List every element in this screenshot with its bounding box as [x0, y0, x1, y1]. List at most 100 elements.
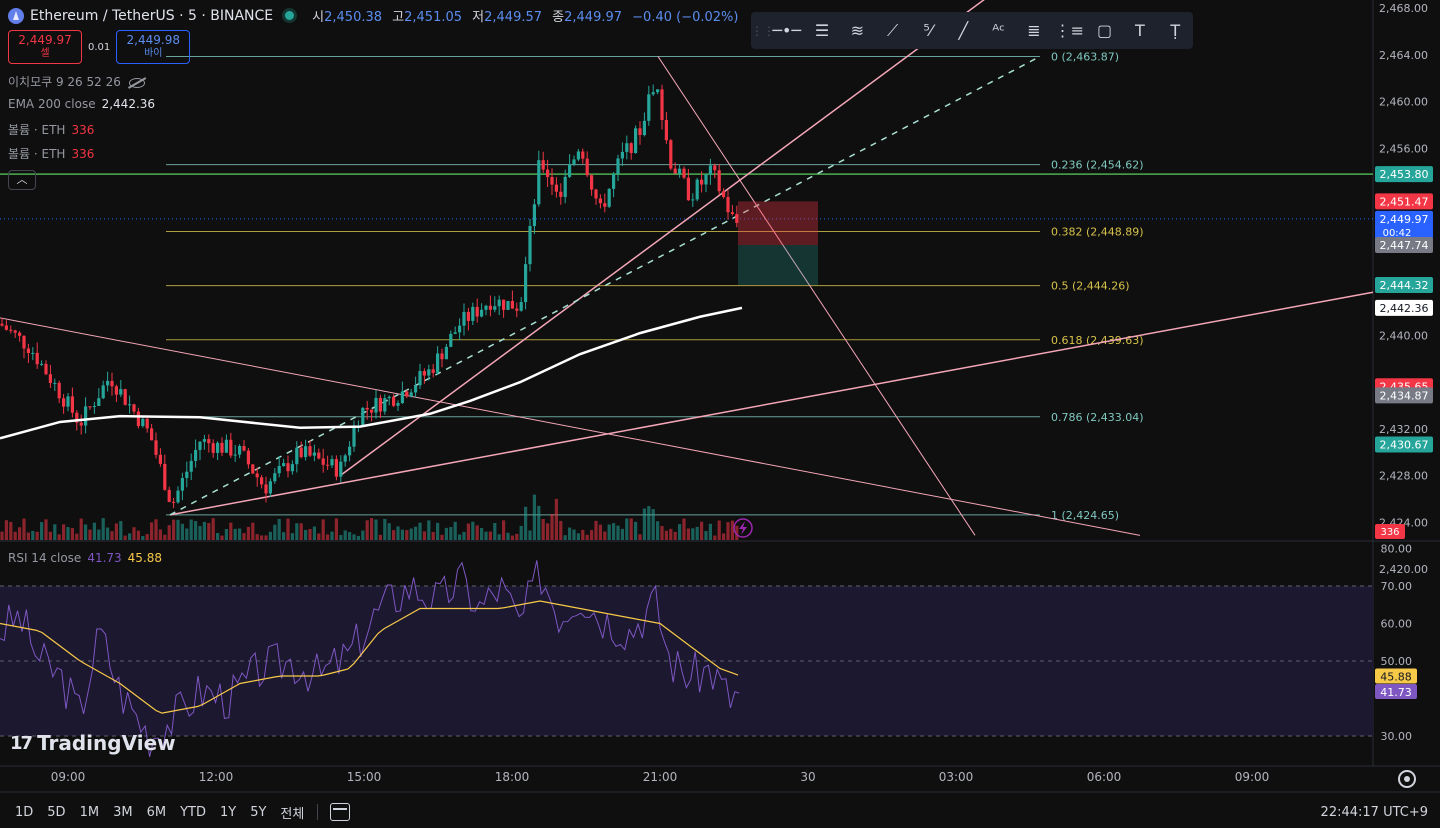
- timeframe-ytd[interactable]: YTD: [180, 804, 206, 820]
- candle-body[interactable]: [572, 159, 576, 165]
- candle-body[interactable]: [484, 305, 488, 310]
- elliott-wave-icon[interactable]: ⁵⁄: [923, 21, 933, 40]
- candle-body[interactable]: [590, 175, 594, 190]
- candle-body[interactable]: [238, 446, 242, 455]
- ema-200-line[interactable]: [0, 306, 743, 440]
- candle-body[interactable]: [695, 179, 699, 200]
- candle-body[interactable]: [466, 311, 470, 321]
- candle-body[interactable]: [387, 396, 391, 399]
- candle-body[interactable]: [299, 447, 303, 458]
- candle-body[interactable]: [88, 406, 92, 408]
- candle-body[interactable]: [497, 299, 501, 307]
- candle-body[interactable]: [97, 398, 101, 407]
- candle-body[interactable]: [312, 452, 316, 456]
- candle-body[interactable]: [370, 409, 374, 413]
- rsi-ma-line[interactable]: [0, 600, 739, 714]
- candle-body[interactable]: [506, 301, 510, 310]
- candle-body[interactable]: [216, 442, 220, 453]
- candle-body[interactable]: [79, 422, 83, 426]
- candle-body[interactable]: [519, 302, 523, 311]
- candle-body[interactable]: [559, 191, 563, 197]
- candle-body[interactable]: [444, 346, 448, 360]
- candle-body[interactable]: [414, 385, 418, 393]
- candle-body[interactable]: [431, 369, 435, 373]
- candle-body[interactable]: [172, 501, 176, 503]
- candle-body[interactable]: [317, 452, 321, 459]
- candle-body[interactable]: [651, 92, 655, 95]
- symbol-title[interactable]: Ethereum / TetherUS · 5 · BINANCE: [30, 7, 274, 24]
- timeframe-all[interactable]: 전체: [280, 806, 305, 822]
- candle-body[interactable]: [440, 353, 444, 360]
- candle-body[interactable]: [150, 428, 154, 441]
- candle-body[interactable]: [396, 403, 400, 406]
- candle-body[interactable]: [123, 389, 127, 405]
- candle-body[interactable]: [194, 449, 198, 461]
- indicator-ichimoku[interactable]: 이치모쿠 9 26 52 26: [8, 73, 145, 90]
- candle-body[interactable]: [35, 352, 39, 365]
- candle-body[interactable]: [326, 464, 330, 466]
- horizontal-ray-icon[interactable]: ─•─: [772, 21, 802, 40]
- candle-body[interactable]: [493, 306, 497, 310]
- candle-body[interactable]: [198, 441, 202, 450]
- clock-display[interactable]: 22:44:17 UTC+9: [1320, 805, 1428, 820]
- candle-body[interactable]: [202, 439, 206, 442]
- candle-body[interactable]: [488, 305, 492, 310]
- candle-body[interactable]: [9, 329, 13, 331]
- candle-body[interactable]: [669, 140, 673, 169]
- candle-body[interactable]: [515, 308, 519, 311]
- candle-body[interactable]: [581, 151, 585, 159]
- candle-body[interactable]: [176, 490, 180, 503]
- fib-retracement-icon[interactable]: ≣: [1027, 21, 1041, 40]
- abcd-pattern-icon[interactable]: ᴬᶜ: [992, 21, 1006, 40]
- sell-button[interactable]: 2,449.97 셀: [8, 30, 82, 64]
- candle-body[interactable]: [392, 396, 396, 406]
- candle-body[interactable]: [691, 199, 695, 201]
- candle-body[interactable]: [101, 385, 105, 399]
- candle-body[interactable]: [264, 484, 268, 494]
- candle-body[interactable]: [110, 380, 114, 387]
- candle-body[interactable]: [480, 309, 484, 317]
- candle-body[interactable]: [374, 397, 378, 413]
- candle-body[interactable]: [0, 323, 4, 326]
- buy-button[interactable]: 2,449.98 바이: [116, 30, 191, 64]
- candle-body[interactable]: [242, 446, 246, 451]
- candle-body[interactable]: [510, 301, 514, 309]
- candle-body[interactable]: [44, 363, 48, 375]
- candle-body[interactable]: [502, 299, 506, 310]
- candle-body[interactable]: [141, 418, 145, 427]
- candle-body[interactable]: [537, 160, 541, 205]
- drag-handle-icon[interactable]: ⋮⋮: [751, 23, 775, 38]
- candle-body[interactable]: [708, 165, 712, 175]
- candle-body[interactable]: [128, 404, 132, 406]
- stop-loss-zone[interactable]: [738, 201, 818, 245]
- lightning-icon[interactable]: [733, 518, 753, 538]
- candle-body[interactable]: [26, 348, 30, 353]
- candle-body[interactable]: [286, 463, 290, 472]
- candle-body[interactable]: [726, 197, 730, 213]
- candle-body[interactable]: [405, 391, 409, 397]
- candle-body[interactable]: [409, 392, 413, 397]
- candle-body[interactable]: [255, 473, 259, 478]
- candle-body[interactable]: [735, 214, 739, 223]
- candle-body[interactable]: [211, 443, 215, 453]
- candle-body[interactable]: [471, 306, 475, 321]
- candle-body[interactable]: [70, 396, 74, 413]
- candle-body[interactable]: [647, 94, 651, 121]
- candle-body[interactable]: [546, 169, 550, 177]
- candle-body[interactable]: [656, 89, 660, 93]
- timeframe-5d[interactable]: 5D: [47, 804, 66, 820]
- candle-body[interactable]: [136, 411, 140, 427]
- collapse-indicators-button[interactable]: ︿: [8, 170, 36, 190]
- indicator-volume-1[interactable]: 볼륨 · ETH 336: [8, 123, 95, 137]
- timeframe-6m[interactable]: 6M: [146, 804, 167, 820]
- candle-body[interactable]: [625, 143, 629, 152]
- candle-body[interactable]: [528, 226, 532, 265]
- candle-body[interactable]: [106, 380, 110, 386]
- regression-icon[interactable]: ≋: [850, 21, 865, 40]
- candle-body[interactable]: [295, 447, 299, 465]
- candle-body[interactable]: [449, 333, 453, 347]
- candle-body[interactable]: [154, 440, 158, 455]
- candle-body[interactable]: [13, 330, 17, 333]
- rectangle-icon[interactable]: ▢: [1097, 21, 1113, 40]
